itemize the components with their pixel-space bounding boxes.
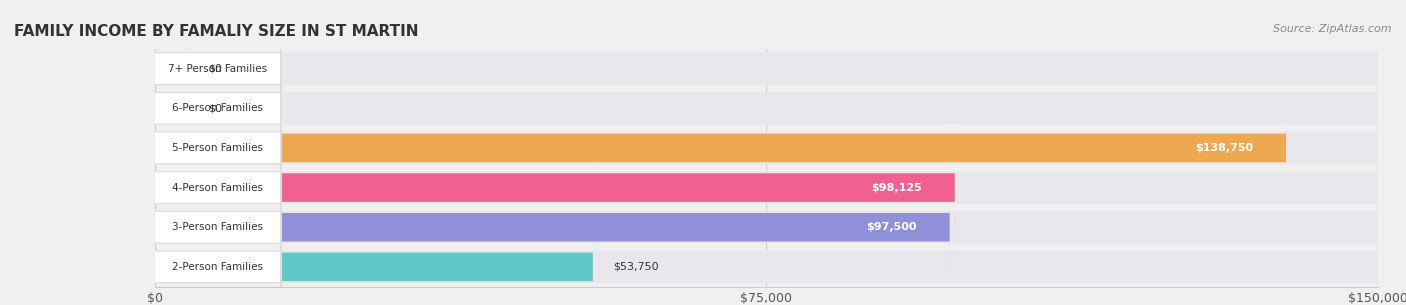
FancyBboxPatch shape (148, 45, 281, 305)
Text: $0: $0 (208, 64, 222, 74)
FancyBboxPatch shape (155, 0, 955, 305)
Text: 3-Person Families: 3-Person Families (173, 222, 263, 232)
FancyBboxPatch shape (155, 0, 1378, 305)
Text: 6-Person Families: 6-Person Families (173, 103, 263, 113)
Text: $0: $0 (208, 103, 222, 113)
FancyBboxPatch shape (148, 0, 281, 305)
FancyBboxPatch shape (155, 0, 1378, 305)
FancyBboxPatch shape (148, 0, 281, 305)
FancyBboxPatch shape (148, 0, 281, 291)
Text: 7+ Person Families: 7+ Person Families (169, 64, 267, 74)
Text: $97,500: $97,500 (866, 222, 917, 232)
FancyBboxPatch shape (155, 0, 1286, 305)
Text: $98,125: $98,125 (872, 183, 922, 192)
Text: $53,750: $53,750 (613, 262, 659, 272)
FancyBboxPatch shape (155, 0, 949, 305)
FancyBboxPatch shape (155, 0, 1378, 305)
FancyBboxPatch shape (155, 0, 1378, 305)
FancyBboxPatch shape (155, 0, 191, 253)
Text: 4-Person Families: 4-Person Families (173, 183, 263, 192)
FancyBboxPatch shape (148, 0, 281, 305)
FancyBboxPatch shape (155, 0, 1378, 305)
FancyBboxPatch shape (155, 0, 1378, 305)
Text: 2-Person Families: 2-Person Families (173, 262, 263, 272)
FancyBboxPatch shape (155, 0, 191, 213)
Text: 5-Person Families: 5-Person Families (173, 143, 263, 153)
FancyBboxPatch shape (155, 0, 593, 305)
Text: $138,750: $138,750 (1195, 143, 1254, 153)
Text: Source: ZipAtlas.com: Source: ZipAtlas.com (1274, 24, 1392, 34)
FancyBboxPatch shape (148, 5, 281, 305)
Text: FAMILY INCOME BY FAMALIY SIZE IN ST MARTIN: FAMILY INCOME BY FAMALIY SIZE IN ST MART… (14, 24, 419, 39)
